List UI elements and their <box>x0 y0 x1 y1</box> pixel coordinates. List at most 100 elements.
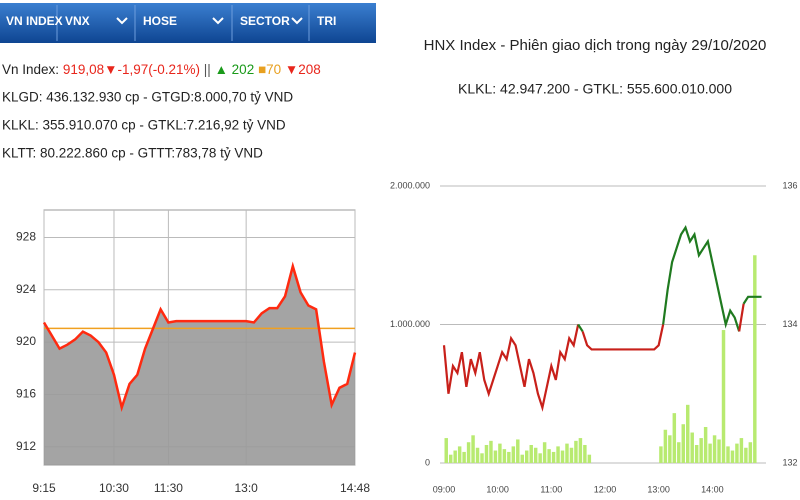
volume-bar <box>681 424 685 463</box>
volume-bar <box>726 446 730 463</box>
y2-tick-label: 132 <box>782 457 797 467</box>
volume-bar <box>672 413 677 463</box>
y-tick-label: 0 <box>425 457 430 467</box>
volume-bar <box>753 255 757 463</box>
x-tick-label: 13:0 <box>234 481 258 495</box>
volume-bar <box>516 439 520 463</box>
index-line <box>742 295 762 305</box>
volume-bar <box>668 435 672 463</box>
volume-bar <box>551 451 556 463</box>
x-tick-label: 13:00 <box>647 484 670 494</box>
area <box>44 266 355 465</box>
volume-bar <box>511 446 516 463</box>
tab[interactable]: HOSE <box>143 14 177 28</box>
volume-bar <box>457 446 462 463</box>
volume-bar <box>663 429 668 463</box>
volume-bar <box>583 444 587 463</box>
volume-bar <box>489 440 493 463</box>
x-tick-label: 11:00 <box>540 484 562 494</box>
volume-bar <box>448 454 453 463</box>
index-line <box>662 225 741 332</box>
index-value: 919,08▼-1,97(-0.21%) <box>63 62 200 77</box>
chart-title: HNX Index - Phiên giao dịch trong ngày 2… <box>424 37 767 54</box>
volume-bar <box>533 447 538 463</box>
x-tick-label: 11:30 <box>154 481 183 495</box>
volume-bar <box>730 450 735 463</box>
index-line <box>442 324 580 412</box>
x-tick-label: 10:30 <box>99 481 129 495</box>
volume-bar <box>542 442 547 463</box>
tab[interactable]: TRI <box>317 14 336 28</box>
volume-bar <box>538 453 542 463</box>
tab[interactable]: VN INDEX <box>6 14 63 28</box>
volume-bar <box>462 451 466 463</box>
y-tick-label: 912 <box>16 439 36 453</box>
tab[interactable]: SECTOR <box>240 14 290 28</box>
tab-bar <box>0 3 376 43</box>
volume-bar <box>502 449 507 463</box>
y-tick-label: 1.000.000 <box>390 319 430 329</box>
y2-tick-label: 136 <box>782 180 797 190</box>
volume-bar <box>547 449 551 463</box>
tab[interactable]: VNX <box>65 14 90 28</box>
volume-bar <box>520 454 524 463</box>
volume-bar <box>587 454 592 463</box>
volume-bar <box>735 443 739 463</box>
volume-bar <box>560 450 565 463</box>
volume-bar <box>721 330 726 463</box>
decliners: ▼208 <box>285 62 321 77</box>
volume-bar <box>493 450 498 463</box>
volume-bar <box>480 453 484 463</box>
volume-bar <box>694 444 699 463</box>
volume-bar <box>556 446 560 463</box>
volume-bar <box>677 442 681 463</box>
x-tick-label: 09:00 <box>433 484 456 494</box>
y-tick-label: 916 <box>16 387 36 401</box>
volume-bar <box>529 444 533 463</box>
info-line: KLKL: 355.910.070 cp - GTKL:7.216,92 tỷ … <box>2 118 286 133</box>
volume-bar <box>453 450 457 463</box>
index-line <box>738 303 745 332</box>
index-line <box>581 324 665 351</box>
volume-bar <box>744 447 748 463</box>
info-line: Vn Index: 919,08▼-1,97(-0.21%) || ▲ 202 … <box>2 62 321 77</box>
x-tick-label: 9:15 <box>32 481 56 495</box>
volume-bar <box>565 443 569 463</box>
y-tick-label: 920 <box>16 334 36 348</box>
volume-bar <box>748 442 753 463</box>
info-line: KLGD: 436.132.930 cp - GTGD:8.000,70 tỷ … <box>2 90 293 105</box>
x-tick-label: 14:00 <box>701 484 724 494</box>
volume-bar <box>690 432 694 463</box>
volume-bar <box>686 404 690 463</box>
volume-bar <box>569 447 574 463</box>
chart-subtitle: KLKL: 42.947.200 - GTKL: 555.600.010.000 <box>458 81 732 97</box>
unchanged: ■70 <box>258 62 281 77</box>
volume-bar <box>703 426 708 463</box>
tab-separators <box>56 5 310 41</box>
index-line <box>577 323 584 333</box>
volume-bar <box>507 451 511 463</box>
x-tick-label: 12:00 <box>594 484 617 494</box>
volume-bar <box>578 438 583 463</box>
y-tick-label: 924 <box>16 282 36 296</box>
volume-bar <box>574 440 578 463</box>
volume-bar <box>484 444 489 463</box>
volume-bar <box>475 447 480 463</box>
volume-bar <box>466 442 471 463</box>
advancers: ▲ 202 <box>215 62 255 77</box>
volume-bar <box>712 435 717 463</box>
volume-bar <box>717 439 721 463</box>
line <box>42 261 357 413</box>
info-line: KLTT: 80.222.860 cp - GTTT:783,78 tỷ VND <box>2 146 263 161</box>
volume-bar <box>498 443 502 463</box>
dropdown-arrows <box>116 17 303 25</box>
y-tick-label: 2.000.000 <box>390 180 430 190</box>
volume-bar <box>708 443 712 463</box>
volume-bar <box>525 450 529 463</box>
volume-bar <box>444 438 448 463</box>
volume-bar <box>659 446 663 463</box>
y2-tick-label: 134 <box>782 319 797 329</box>
info-label: Vn Index: <box>2 62 59 77</box>
